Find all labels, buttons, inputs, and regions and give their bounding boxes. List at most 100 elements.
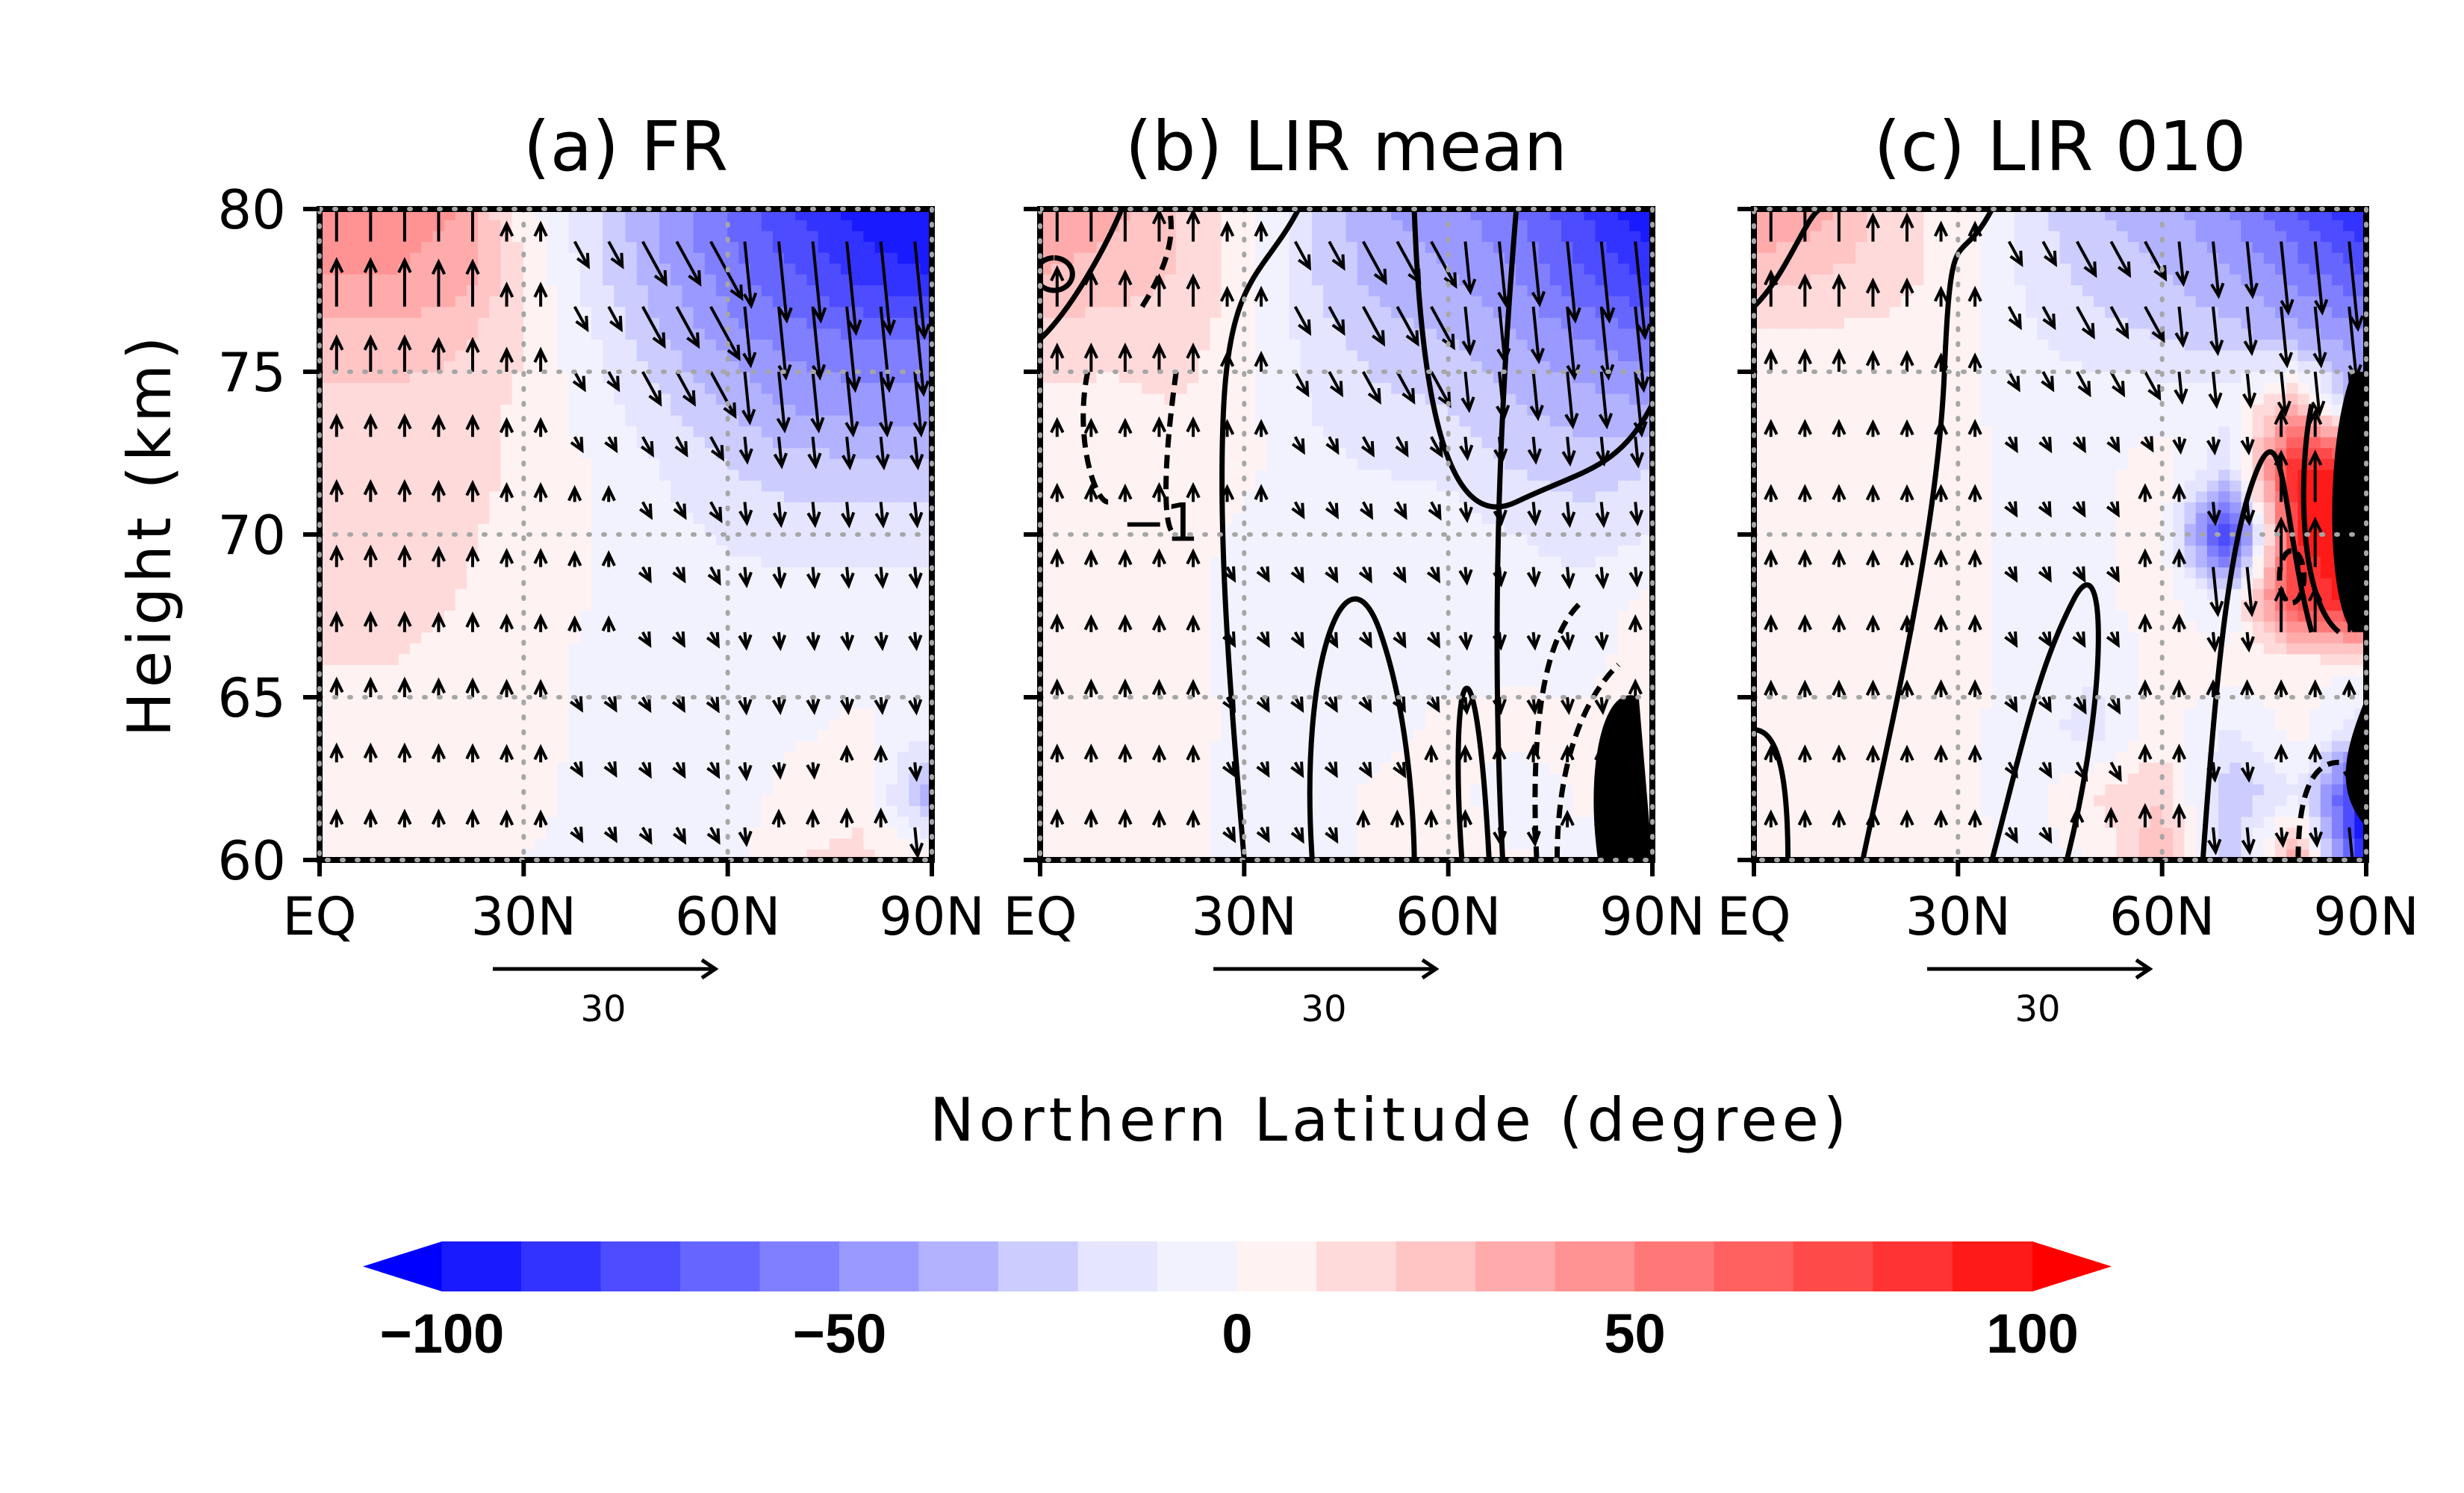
field-cell <box>671 404 683 416</box>
field-cell <box>1074 653 1086 665</box>
field-cell <box>1278 718 1290 731</box>
field-cell <box>1175 708 1188 720</box>
field-cell <box>1243 610 1257 622</box>
field-cell <box>444 653 456 665</box>
field-cell <box>511 794 524 806</box>
field-cell <box>478 632 491 643</box>
field-cell <box>557 404 570 416</box>
field-cell <box>500 708 513 720</box>
field-cell <box>829 523 842 535</box>
field-cell <box>546 751 559 763</box>
field-cell <box>500 588 513 600</box>
field-cell <box>1334 729 1347 741</box>
field-cell <box>421 490 434 502</box>
field-cell <box>636 469 649 481</box>
field-cell <box>795 642 808 655</box>
field-cell <box>897 458 910 470</box>
field-cell <box>727 263 740 275</box>
field-cell <box>1629 642 1642 655</box>
field-cell <box>636 414 649 427</box>
field-cell <box>478 436 491 449</box>
field-cell <box>500 273 513 286</box>
field-cell <box>841 826 853 839</box>
field-cell <box>1538 642 1551 655</box>
field-cell <box>761 664 774 676</box>
wind-vector <box>572 371 586 393</box>
field-cell <box>1119 599 1131 611</box>
field-cell <box>1380 555 1393 568</box>
field-cell <box>603 404 615 416</box>
field-cell <box>557 284 570 296</box>
field-cell <box>455 501 467 514</box>
field-cell <box>478 708 491 720</box>
field-cell <box>1538 794 1551 806</box>
field-cell <box>659 317 672 329</box>
field-cell <box>852 816 865 828</box>
field-cell <box>715 349 729 361</box>
field-cell <box>478 794 491 806</box>
field-cell <box>715 794 729 806</box>
field-cell <box>1107 761 1120 774</box>
field-cell <box>330 718 343 731</box>
field-cell <box>852 761 865 774</box>
field-cell <box>341 783 355 796</box>
field-cell <box>546 685 559 698</box>
field-cell <box>568 632 581 643</box>
field-cell <box>806 479 819 492</box>
field-cell <box>1164 675 1177 687</box>
field-cell <box>376 230 388 243</box>
field-cell <box>1243 708 1257 720</box>
field-cell <box>704 620 717 633</box>
field-cell <box>1210 642 1222 655</box>
field-cell <box>795 306 808 318</box>
field-cell <box>557 620 570 633</box>
field-cell <box>1481 729 1494 741</box>
field-cell <box>1459 588 1472 600</box>
field-cell <box>500 567 513 579</box>
field-cell <box>591 490 604 502</box>
field-cell <box>829 838 842 850</box>
field-cell <box>1085 826 1098 839</box>
wind-vector <box>431 743 447 763</box>
field-cell <box>1142 632 1154 643</box>
field-cell <box>1074 599 1086 611</box>
field-cell <box>1505 567 1517 579</box>
field-cell <box>636 252 649 264</box>
field-cell <box>523 696 536 709</box>
field-cell <box>376 708 388 720</box>
wind-vector <box>329 334 344 372</box>
field-cell <box>693 545 706 557</box>
field-cell <box>1413 718 1426 731</box>
field-cell <box>603 718 615 731</box>
field-cell <box>398 382 411 394</box>
field-cell <box>1300 555 1313 568</box>
field-cell <box>1085 708 1098 720</box>
field-cell <box>874 284 887 296</box>
field-cell <box>523 599 536 611</box>
field-cell <box>614 393 626 405</box>
field-cell <box>1323 838 1336 850</box>
field-cell <box>897 523 910 535</box>
field-cell <box>398 241 411 253</box>
field-cell <box>421 751 434 763</box>
field-cell <box>1459 718 1472 731</box>
field-cell <box>852 664 865 676</box>
field-cell <box>659 479 672 492</box>
field-cell <box>591 404 604 416</box>
field-cell <box>659 653 672 665</box>
field-cell <box>1153 588 1166 600</box>
field-cell <box>784 426 797 437</box>
field-cell <box>387 252 399 264</box>
field-cell <box>886 599 898 611</box>
field-cell <box>738 523 751 535</box>
field-cell <box>1357 718 1369 731</box>
field-cell <box>636 653 649 665</box>
field-cell <box>1164 599 1177 611</box>
field-cell <box>1505 838 1517 850</box>
field-cell <box>841 555 853 568</box>
field-cell <box>1413 577 1426 590</box>
field-cell <box>1357 653 1369 665</box>
field-cell <box>1459 653 1472 665</box>
field-cell <box>387 838 399 850</box>
field-cell <box>704 219 717 231</box>
